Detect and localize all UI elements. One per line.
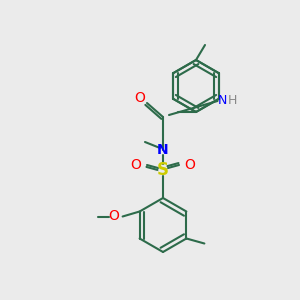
Text: S: S <box>157 161 169 179</box>
Text: O: O <box>135 91 146 105</box>
Text: O: O <box>184 158 195 172</box>
Text: O: O <box>130 158 141 172</box>
Text: N: N <box>218 94 227 107</box>
Text: H: H <box>228 94 237 107</box>
Text: N: N <box>157 143 169 157</box>
Text: O: O <box>108 209 119 224</box>
